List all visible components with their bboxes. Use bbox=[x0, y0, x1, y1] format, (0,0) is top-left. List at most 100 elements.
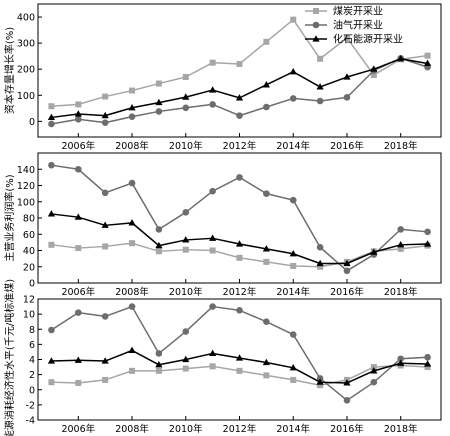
data-point bbox=[236, 60, 243, 67]
data-point bbox=[101, 221, 109, 228]
data-point bbox=[397, 245, 404, 252]
data-point bbox=[343, 397, 351, 404]
data-point bbox=[128, 346, 136, 354]
data-point bbox=[370, 367, 378, 374]
data-point bbox=[317, 263, 324, 270]
x-tick-label: 2006年 bbox=[61, 140, 95, 152]
series-oil-gas bbox=[48, 303, 431, 404]
data-point bbox=[424, 228, 431, 236]
y-tick-label: 80 bbox=[23, 214, 35, 225]
data-point bbox=[263, 103, 270, 111]
legend-entry: 化石能源开采业 bbox=[305, 33, 403, 46]
data-point bbox=[235, 94, 244, 101]
panel-1: 0 100 200 300 400 2006年 2008年 2010年 2012年 2014年 20… bbox=[3, 3, 442, 152]
data-point bbox=[102, 93, 109, 100]
data-point bbox=[155, 248, 162, 255]
y-tick-label: 100 bbox=[17, 197, 35, 208]
legend-entry: 煤炭开采业 bbox=[305, 5, 383, 18]
x-tick-label: 2012年 bbox=[223, 286, 257, 298]
data-point bbox=[182, 93, 190, 100]
data-point bbox=[370, 65, 378, 72]
y-tick-label: 6 bbox=[29, 340, 35, 351]
data-point bbox=[316, 83, 324, 90]
data-point bbox=[155, 367, 162, 374]
data-point bbox=[182, 246, 189, 253]
data-point bbox=[155, 108, 163, 115]
data-point bbox=[209, 101, 216, 108]
data-point bbox=[209, 86, 217, 93]
data-point bbox=[236, 174, 243, 181]
y-tick-label: -2 bbox=[26, 400, 35, 411]
data-point bbox=[48, 120, 55, 128]
data-point bbox=[236, 367, 243, 374]
x-tick-label: 2018年 bbox=[384, 286, 418, 298]
data-point bbox=[128, 179, 136, 187]
series-coal bbox=[48, 16, 431, 110]
data-point bbox=[343, 267, 351, 275]
y-tick-label: 8 bbox=[29, 325, 35, 336]
data-point bbox=[370, 248, 378, 255]
series-fossil bbox=[47, 210, 432, 267]
data-point bbox=[316, 97, 324, 105]
series-line bbox=[51, 305, 428, 402]
data-point bbox=[397, 359, 405, 366]
data-point bbox=[343, 379, 351, 386]
data-point bbox=[102, 243, 109, 250]
y-tick-label: 4 bbox=[29, 355, 35, 366]
x-tick-label: 2014年 bbox=[276, 140, 310, 152]
y-tick-label: 60 bbox=[23, 230, 35, 241]
data-point bbox=[182, 355, 190, 363]
data-point bbox=[47, 357, 56, 364]
data-point bbox=[316, 378, 324, 385]
x-tick-label: 2014年 bbox=[276, 286, 310, 298]
x-tick-label: 2010年 bbox=[169, 423, 203, 435]
data-point bbox=[289, 68, 297, 75]
data-point bbox=[263, 318, 270, 325]
x-tick-label: 2016年 bbox=[330, 140, 364, 152]
data-point bbox=[75, 309, 82, 316]
data-point bbox=[397, 54, 405, 62]
data-point bbox=[262, 245, 270, 252]
data-point bbox=[263, 38, 270, 45]
data-point bbox=[128, 113, 136, 120]
legend-marker bbox=[313, 8, 319, 14]
data-point bbox=[74, 110, 82, 117]
data-point bbox=[209, 247, 216, 254]
data-point bbox=[343, 34, 350, 41]
data-point bbox=[262, 81, 270, 88]
x-tick-label: 2016年 bbox=[330, 423, 364, 435]
data-point bbox=[423, 360, 432, 367]
data-point bbox=[101, 313, 109, 320]
data-point bbox=[236, 112, 243, 119]
data-point bbox=[101, 111, 109, 119]
x-tick-label: 2012年 bbox=[223, 140, 257, 152]
data-point bbox=[155, 241, 163, 249]
data-point bbox=[235, 354, 244, 361]
data-point bbox=[397, 241, 405, 248]
x-tick-label: 2014年 bbox=[276, 423, 310, 435]
data-point bbox=[48, 161, 55, 169]
x-tick-label: 2008年 bbox=[115, 286, 149, 298]
data-point bbox=[129, 240, 136, 247]
x-tick-label: 2016年 bbox=[330, 286, 364, 298]
data-point bbox=[101, 189, 109, 197]
data-point bbox=[290, 262, 297, 269]
data-point bbox=[290, 376, 297, 383]
x-tick-label: 2006年 bbox=[61, 423, 95, 435]
data-point bbox=[74, 213, 82, 220]
data-point bbox=[209, 303, 216, 310]
data-point bbox=[129, 87, 136, 94]
data-point bbox=[47, 210, 56, 217]
data-point bbox=[48, 103, 55, 110]
data-point bbox=[370, 378, 378, 386]
data-point bbox=[262, 358, 270, 366]
data-point bbox=[128, 219, 136, 226]
x-tick-label: 2010年 bbox=[169, 286, 203, 298]
data-point bbox=[182, 209, 190, 216]
data-point bbox=[47, 113, 56, 121]
y-tick-label: 100 bbox=[17, 91, 35, 102]
y-axis-label: 主营业务利润率(%) bbox=[3, 174, 16, 261]
data-point bbox=[343, 259, 351, 267]
data-point bbox=[236, 254, 243, 261]
series-fossil bbox=[47, 54, 432, 121]
